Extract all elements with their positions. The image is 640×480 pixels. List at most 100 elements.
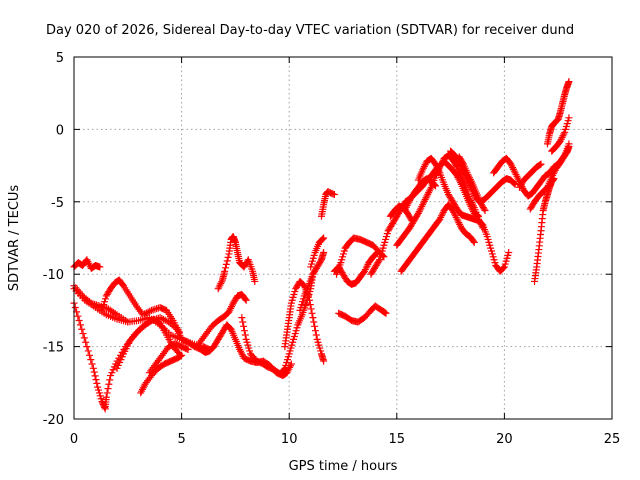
data-point: [309, 314, 317, 322]
data-point: [74, 312, 82, 320]
axis-ticks: 0 5 10 15 20 25 -20 -15 -10 -5 0 5: [43, 51, 621, 447]
data-point: [89, 364, 97, 372]
y-tick-label: -15: [43, 341, 64, 356]
data-point: [565, 114, 573, 122]
data-point: [238, 314, 246, 322]
data-point: [101, 403, 109, 411]
data-point: [83, 343, 91, 351]
series-arc8: [145, 340, 192, 377]
data-point: [224, 253, 232, 261]
series-arc3: [70, 282, 132, 326]
data-point: [221, 267, 229, 275]
data-point: [104, 385, 112, 393]
data-point: [311, 327, 319, 335]
data-point: [311, 322, 319, 330]
series-arc22: [397, 201, 478, 275]
data-point: [560, 153, 568, 161]
data-point: [459, 159, 467, 167]
data-point: [222, 260, 230, 268]
data-point: [175, 328, 183, 336]
data-point: [85, 351, 93, 359]
data-point: [407, 215, 415, 223]
data-point: [105, 380, 113, 388]
data-point: [87, 356, 95, 364]
data-point: [478, 220, 486, 228]
data-point: [320, 234, 328, 242]
data-point: [308, 309, 316, 317]
x-tick-label: 5: [177, 432, 185, 447]
data-point: [319, 235, 327, 243]
series-arc4: [70, 256, 104, 272]
data-point: [307, 305, 315, 313]
data-point: [75, 317, 83, 325]
data-point: [184, 345, 192, 353]
data-point: [178, 351, 186, 359]
x-tick-label: 15: [389, 432, 406, 447]
data-point: [124, 318, 132, 326]
x-tick-label: 25: [604, 432, 621, 447]
data-points: [70, 78, 573, 413]
series-arc5: [98, 276, 183, 336]
y-axis-label: SDTVAR / TECUs: [7, 185, 22, 292]
series-arc17: [335, 302, 390, 326]
data-point: [241, 331, 249, 339]
data-point: [103, 389, 111, 397]
y-tick-label: -20: [43, 413, 64, 428]
data-point: [79, 330, 87, 338]
data-point: [240, 327, 248, 335]
data-point: [306, 301, 314, 309]
series-arc6: [113, 315, 183, 372]
series-arc31: [455, 153, 489, 214]
data-point: [511, 180, 519, 188]
data-point: [480, 205, 488, 213]
series-arc14: [296, 248, 328, 314]
data-point: [251, 277, 259, 285]
series-arc10: [195, 290, 250, 348]
data-point: [373, 248, 381, 256]
data-point: [78, 325, 86, 333]
series-arc33: [386, 202, 416, 225]
data-point: [84, 347, 92, 355]
data-point: [76, 321, 84, 329]
series-arc19: [330, 248, 381, 288]
data-point: [239, 318, 247, 326]
series-arc26: [526, 140, 573, 213]
data-point: [408, 217, 416, 225]
series-arc28: [543, 78, 573, 148]
data-point: [312, 331, 320, 339]
data-point: [413, 211, 421, 219]
y-tick-label: -5: [51, 196, 64, 211]
data-point: [111, 310, 119, 318]
data-point: [469, 237, 477, 245]
series-arc15: [317, 188, 338, 220]
series-arc16: [307, 234, 328, 271]
y-tick-label: -10: [43, 268, 64, 283]
data-point: [382, 309, 390, 317]
data-point: [82, 338, 90, 346]
data-point: [565, 140, 573, 148]
series-arc30: [515, 160, 545, 191]
series-arc27: [531, 175, 558, 285]
series-arc32: [401, 175, 440, 213]
data-point: [505, 248, 513, 256]
data-point: [242, 296, 250, 304]
data-point: [71, 304, 79, 312]
data-point: [550, 175, 558, 183]
x-tick-label: 10: [281, 432, 298, 447]
series-arc29: [548, 114, 573, 155]
chart-title: Day 020 of 2026, Sidereal Day-to-day VTE…: [46, 23, 574, 38]
series-arc21: [393, 151, 487, 249]
x-axis-label: GPS time / hours: [289, 459, 398, 474]
data-point: [240, 322, 248, 330]
data-point: [452, 162, 460, 170]
series-arc23: [414, 154, 513, 275]
data-point: [90, 368, 98, 376]
data-point: [102, 393, 110, 401]
data-point: [222, 264, 230, 272]
data-point: [91, 372, 99, 380]
data-point: [320, 357, 328, 365]
data-point: [500, 264, 508, 272]
data-point: [93, 379, 101, 387]
y-tick-label: 0: [56, 123, 64, 138]
